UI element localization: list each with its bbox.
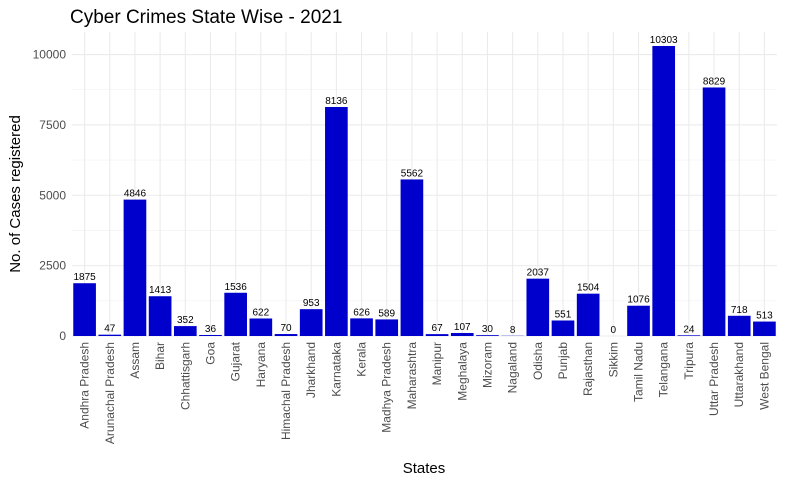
y-tick-label: 2500 (39, 259, 66, 273)
data-label: 622 (252, 307, 269, 318)
bar (300, 309, 323, 336)
x-tick-label: Madhya Pradesh (380, 342, 394, 433)
data-label: 8829 (703, 76, 726, 87)
data-label: 953 (303, 298, 320, 309)
data-label: 551 (555, 309, 572, 320)
x-tick-label: Haryana (254, 342, 268, 388)
data-label: 30 (482, 324, 494, 335)
bar (652, 46, 675, 336)
bar (350, 318, 373, 336)
x-tick-label: Chhattisgarh (178, 342, 192, 410)
x-tick-label: Mizoram (480, 342, 494, 388)
bar (577, 294, 600, 336)
data-label: 5562 (401, 168, 424, 179)
x-tick-label: West Bengal (757, 342, 771, 410)
bar (753, 322, 776, 336)
bar (224, 293, 247, 336)
data-label: 10303 (650, 35, 678, 46)
x-tick-label: Telangana (657, 342, 671, 398)
chart-title: Cyber Crimes State Wise - 2021 (70, 7, 342, 28)
data-label: 1504 (577, 283, 600, 294)
data-label: 0 (611, 325, 617, 336)
bar (728, 316, 751, 336)
bar (678, 335, 701, 336)
bar (73, 283, 96, 336)
x-tick-label: Jharkhand (304, 342, 318, 398)
bar (275, 334, 298, 336)
bar (476, 335, 499, 336)
bar (325, 107, 348, 336)
bar (375, 319, 398, 336)
y-tick-label: 7500 (39, 118, 66, 132)
data-label: 8 (510, 325, 516, 336)
x-tick-label: Gujarat (229, 341, 243, 381)
y-tick-label: 0 (59, 329, 66, 343)
x-axis-ticks: Andhra Pradesh Arunachal Pradesh Assam Biha… (78, 341, 772, 444)
x-tick-label: Tripura (682, 342, 696, 380)
data-label: 626 (353, 307, 370, 318)
bar (149, 296, 172, 336)
bar (174, 326, 197, 336)
x-tick-label: Uttarakhand (732, 342, 746, 407)
bar (526, 279, 549, 336)
data-label: 1413 (149, 285, 172, 296)
data-label: 2037 (527, 268, 550, 279)
x-tick-label: Maharashtra (405, 342, 419, 410)
y-tick-label: 10000 (33, 48, 67, 62)
data-label: 107 (454, 322, 471, 333)
y-tick-label: 5000 (39, 188, 66, 202)
bar (451, 333, 474, 336)
bar (98, 335, 121, 336)
data-label: 513 (756, 311, 773, 322)
data-label: 4846 (124, 189, 147, 200)
bar (199, 335, 222, 336)
bar (124, 200, 147, 336)
data-label: 1875 (73, 272, 96, 283)
x-tick-label: Punjab (556, 342, 570, 380)
x-tick-label: Goa (203, 342, 217, 365)
data-label: 70 (280, 323, 292, 334)
x-tick-label: Sikkim (606, 342, 620, 377)
bar (426, 334, 449, 336)
x-tick-label: Odisha (531, 342, 545, 380)
x-tick-label: Kerala (355, 342, 369, 377)
x-tick-label: Assam (128, 342, 142, 379)
data-label: 589 (378, 308, 395, 319)
x-tick-label: Meghalaya (455, 342, 469, 401)
bar (401, 179, 424, 336)
y-axis-ticks: 0 2500 5000 7500 10000 (33, 48, 67, 343)
x-axis-title: States (403, 460, 446, 477)
bar (250, 318, 273, 336)
bar (627, 306, 650, 336)
x-tick-label: Nagaland (506, 342, 520, 393)
data-label: 8136 (325, 96, 348, 107)
data-label: 47 (104, 324, 116, 335)
data-label: 718 (731, 305, 748, 316)
x-tick-label: Manipur (430, 342, 444, 385)
data-label: 1536 (225, 282, 248, 293)
data-label: 24 (683, 324, 695, 335)
x-tick-label: Karnataka (329, 342, 343, 397)
y-axis-title: No. of Cases registered (7, 115, 24, 273)
x-tick-label: Rajasthan (581, 342, 595, 396)
data-label: 67 (432, 323, 444, 334)
x-tick-label: Himachal Pradesh (279, 342, 293, 440)
data-label: 1076 (627, 295, 650, 306)
data-label: 36 (205, 324, 217, 335)
bar (552, 320, 575, 336)
bar (703, 87, 726, 336)
x-tick-label: Tamil Nadu (632, 342, 646, 402)
data-label: 352 (177, 315, 194, 326)
x-tick-label: Uttar Pradesh (707, 342, 721, 416)
x-tick-label: Andhra Pradesh (78, 342, 92, 429)
x-tick-label: Bihar (153, 342, 167, 370)
x-tick-label: Arunachal Pradesh (103, 342, 117, 444)
